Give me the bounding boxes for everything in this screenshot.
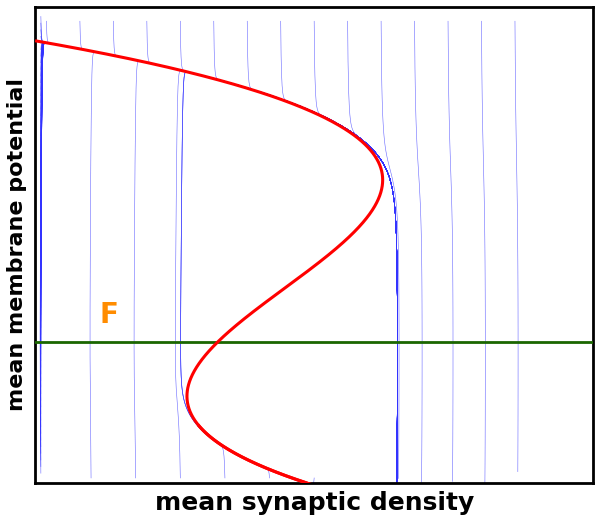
X-axis label: mean synaptic density: mean synaptic density	[155, 491, 474, 515]
Y-axis label: mean membrane potential: mean membrane potential	[7, 78, 27, 411]
Text: F: F	[100, 301, 118, 329]
